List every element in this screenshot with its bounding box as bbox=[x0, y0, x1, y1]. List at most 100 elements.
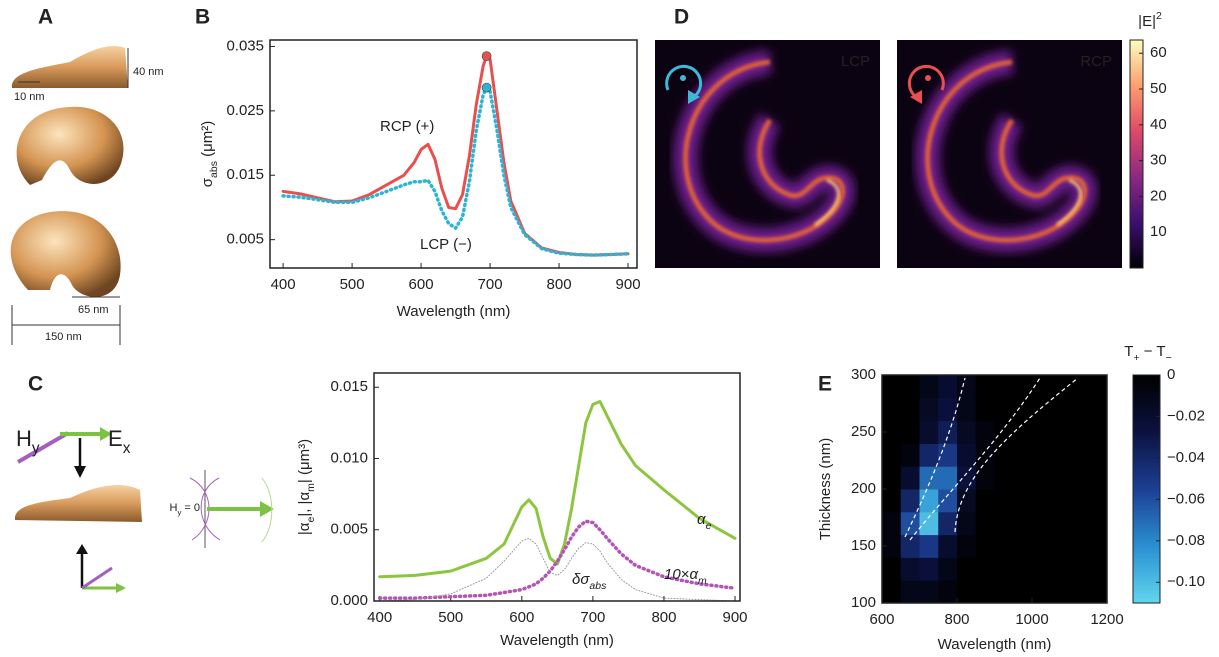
heatmap-cell bbox=[1032, 534, 1052, 558]
label-part: |E| bbox=[1138, 13, 1156, 30]
heatmap-cell bbox=[994, 580, 1014, 604]
heatmap-cell bbox=[1088, 489, 1108, 513]
series-line bbox=[379, 537, 736, 602]
heatmap-cell bbox=[1069, 557, 1089, 581]
heatmap-cell bbox=[938, 534, 958, 558]
heatmap-cell bbox=[882, 580, 902, 604]
heatmap-cell bbox=[1032, 466, 1052, 490]
heatmap-cell bbox=[882, 443, 902, 467]
heatmap-cell bbox=[900, 466, 920, 490]
heatmap-cell bbox=[1032, 557, 1052, 581]
colorbar-tick-label: 60 bbox=[1150, 44, 1167, 61]
heatmap-cell bbox=[882, 489, 902, 513]
heatmap-cell bbox=[919, 397, 939, 422]
dimension-label: 10 nm bbox=[14, 91, 45, 103]
heatmap-cell bbox=[994, 534, 1014, 558]
heatmap-cell bbox=[994, 557, 1014, 581]
heatmap-cell bbox=[957, 557, 977, 581]
mode-guide bbox=[904, 377, 1079, 541]
heatmap-cell bbox=[1088, 557, 1108, 581]
heatmap-cell bbox=[1069, 443, 1089, 467]
heatmap-cell bbox=[1013, 420, 1033, 444]
heatmap-cell bbox=[938, 443, 958, 467]
x-axis-label: Wavelength (nm) bbox=[938, 636, 1052, 653]
y-tick-label: 300 bbox=[851, 366, 876, 383]
x-tick-label: 800 bbox=[547, 276, 572, 293]
y-tick-label: 0.005 bbox=[226, 231, 264, 248]
heatmap-cell bbox=[900, 489, 920, 513]
x-tick-label: 700 bbox=[580, 609, 605, 626]
y-tick-label: 0.000 bbox=[330, 592, 368, 609]
heatmap-cell bbox=[994, 420, 1014, 444]
series-label: δσabs bbox=[572, 571, 607, 592]
label-part: H bbox=[170, 502, 178, 514]
panel-label: D bbox=[674, 6, 689, 29]
heatmap-cell bbox=[1050, 466, 1070, 490]
heatmap-cell bbox=[1013, 511, 1033, 536]
heatmap-cell bbox=[1050, 443, 1070, 467]
colorbar-tick-label: −0.02 bbox=[1167, 407, 1205, 424]
colorbar-tick-label: −0.04 bbox=[1167, 449, 1205, 466]
x-tick-label: 900 bbox=[616, 276, 641, 293]
heatmap-cell bbox=[882, 397, 902, 422]
series-label: LCP (−) bbox=[420, 236, 472, 253]
panel-label: A bbox=[38, 6, 53, 29]
y-tick-label: 0.010 bbox=[330, 449, 368, 466]
x-tick-label: 600 bbox=[509, 609, 534, 626]
heatmap-cell bbox=[882, 420, 902, 444]
peak-marker bbox=[481, 51, 492, 62]
heatmap-cell bbox=[938, 580, 958, 604]
x-tick-label: 1000 bbox=[1015, 611, 1048, 628]
nanostructure-view bbox=[10, 106, 124, 345]
label-part: σ bbox=[199, 177, 216, 187]
heatmap-cell bbox=[1088, 580, 1108, 604]
x-tick-label: 400 bbox=[367, 609, 392, 626]
x-axis-label: Wavelength (nm) bbox=[397, 303, 511, 320]
heatmap-cell bbox=[1088, 511, 1108, 536]
heatmap-cell bbox=[1050, 557, 1070, 581]
heatmap-cell bbox=[994, 397, 1014, 422]
heatmap-cell bbox=[882, 557, 902, 581]
x-tick-label: 600 bbox=[869, 611, 894, 628]
heatmap-cell bbox=[882, 511, 902, 536]
heatmap-cell bbox=[1013, 397, 1033, 422]
heatmap-cell bbox=[1088, 420, 1108, 444]
heatmap-cell bbox=[1069, 511, 1089, 536]
colorbar-tick-label: −0.08 bbox=[1167, 532, 1205, 549]
heatmap-cell bbox=[1050, 375, 1070, 399]
y-tick-label: 0.015 bbox=[226, 166, 264, 183]
heatmap-cell bbox=[994, 489, 1014, 513]
heatmap-cell bbox=[919, 489, 939, 513]
x-tick-label: 800 bbox=[944, 611, 969, 628]
label-part: H bbox=[16, 426, 32, 451]
colorbar-tick-label: 50 bbox=[1150, 80, 1167, 97]
x-axis-label: Wavelength (nm) bbox=[500, 632, 614, 649]
heatmap-cell bbox=[957, 397, 977, 422]
heatmap-cell bbox=[938, 397, 958, 422]
y-tick-label: 250 bbox=[851, 423, 876, 440]
x-tick-label: 600 bbox=[409, 276, 434, 293]
series-line bbox=[378, 400, 737, 579]
panel-label: E bbox=[818, 373, 832, 396]
heatmap-cell bbox=[975, 534, 995, 558]
heatmap-cell bbox=[1069, 397, 1089, 422]
colorbar-tick-label: 40 bbox=[1150, 116, 1167, 133]
heatmap-cell bbox=[1013, 580, 1033, 604]
heatmap-cell bbox=[919, 443, 939, 467]
colorbar-tick-label: 10 bbox=[1150, 223, 1167, 240]
heatmap-cell bbox=[1013, 443, 1033, 467]
label-part: (μm²) bbox=[199, 121, 216, 161]
label-part: − T bbox=[1140, 343, 1166, 360]
dimension-label: 150 nm bbox=[45, 331, 82, 343]
heatmap-cell bbox=[975, 580, 995, 604]
panel-caption: LCP bbox=[841, 53, 870, 70]
label-part: = 0 bbox=[181, 502, 200, 514]
heatmap-cell bbox=[957, 580, 977, 604]
label-part: y bbox=[178, 508, 182, 517]
colorbar bbox=[1129, 39, 1144, 269]
y-tick-label: 150 bbox=[851, 537, 876, 554]
heatmap-cell bbox=[1032, 420, 1052, 444]
series-label: αe bbox=[697, 511, 712, 532]
heatmap-cell bbox=[900, 420, 920, 444]
heatmap-cell bbox=[882, 375, 902, 399]
